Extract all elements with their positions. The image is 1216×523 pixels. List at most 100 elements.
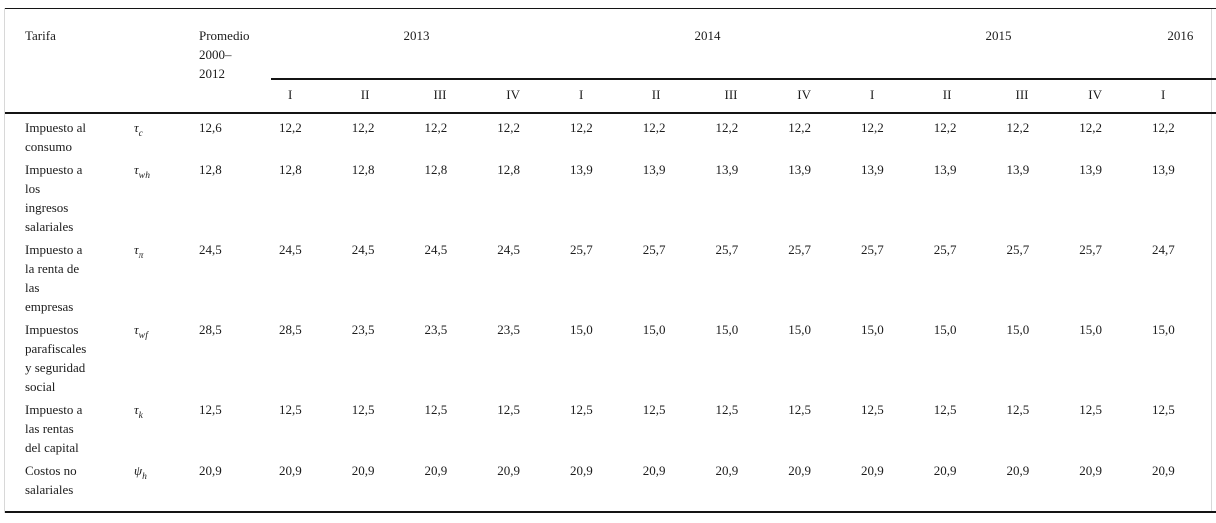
- quarter-header-2015-III: III: [998, 78, 1072, 114]
- quarter-value: 13,9: [1152, 161, 1175, 177]
- quarter-value: 12,5: [279, 401, 302, 417]
- quarter-value: 12,2: [279, 119, 302, 135]
- symbol-base: τ: [134, 401, 139, 417]
- promedio-value: 24,5: [199, 241, 222, 257]
- quarter-value: 20,9: [925, 456, 999, 513]
- promedio-column-header: Promedio 2000– 2012: [199, 8, 271, 114]
- quarter-value: 12,5: [1079, 401, 1102, 417]
- quarter-value: 12,5: [1006, 401, 1030, 417]
- quarter-header-2013-I: I: [271, 78, 344, 114]
- quarter-value: 13,9: [861, 161, 884, 177]
- quarter-value: 15,0: [1079, 321, 1102, 337]
- quarter-value: 23,5: [351, 321, 375, 337]
- promedio-value: 12,6: [199, 119, 222, 135]
- quarter-value: 15,0: [861, 321, 884, 337]
- quarter-value: 13,9: [1006, 161, 1030, 177]
- table-row: Costos no salariales ψh 20,9 20,9 20,9 20,9 20…: [5, 456, 1216, 513]
- quarter-value: 12,2: [497, 119, 520, 135]
- quarter-value: 15,0: [933, 321, 957, 337]
- row-symbol: τk: [111, 396, 199, 457]
- quarter-value: 12,8: [279, 161, 302, 177]
- symbol-column-header: [111, 8, 199, 114]
- table-row: Impuesto al consumo τc 12,6 12,2 12,2 12,2 12,…: [5, 113, 1216, 156]
- quarter-value: 20,9: [998, 456, 1072, 513]
- quarter-value: 12,2: [715, 119, 739, 135]
- quarter-value: 25,7: [1006, 241, 1030, 257]
- table-body: Impuesto al consumo τc 12,6 12,2 12,2 12,2 12,…: [5, 113, 1216, 513]
- quarter-value: 12,2: [1006, 119, 1030, 135]
- quarter-value: 25,7: [933, 241, 957, 257]
- quarter-value: 12,5: [1152, 401, 1175, 417]
- symbol-subscript: π: [138, 250, 144, 261]
- quarter-value: 12,2: [1079, 119, 1102, 135]
- quarter-value: 12,5: [788, 401, 811, 417]
- quarter-value: 13,9: [933, 161, 957, 177]
- row-symbol: τwh: [111, 156, 199, 236]
- quarter-value: 20,9: [1071, 456, 1144, 513]
- quarter-value: 12,2: [570, 119, 593, 135]
- quarter-value: 20,9: [853, 456, 926, 513]
- symbol-subscript: wf: [138, 330, 149, 341]
- year-group-header-2014: 2014: [562, 8, 853, 80]
- quarter-header-2014-IV: IV: [780, 78, 853, 114]
- quarter-value: 20,9: [634, 456, 708, 513]
- quarter-value: 20,9: [271, 456, 344, 513]
- year-header-row: Tarifa Promedio 2000– 2012 2013 2014 2015 2…: [5, 8, 1216, 114]
- table-row: Impuesto a la renta de las empresas τπ 24,…: [5, 236, 1216, 316]
- quarter-value: 13,9: [570, 161, 593, 177]
- quarter-value: 12,5: [424, 401, 448, 417]
- quarter-value: 12,5: [570, 401, 593, 417]
- table-row: Impuesto a las rentas del capital τk 12,5 1…: [5, 396, 1216, 457]
- quarter-value: 20,9: [343, 456, 417, 513]
- quarter-value: 12,2: [351, 119, 375, 135]
- quarter-header-2016-I: I: [1144, 78, 1216, 114]
- quarter-value: 25,7: [788, 241, 811, 257]
- row-label: Impuestos parafiscales y seguridad socia…: [25, 321, 87, 394]
- quarter-header-2014-I: I: [562, 78, 635, 114]
- table-row: Impuestos parafiscales y seguridad socia…: [5, 316, 1216, 396]
- quarter-value: 20,9: [780, 456, 853, 513]
- quarter-header-row: I II III IV I II III IV I II III IV I: [5, 78, 1216, 114]
- quarter-value: 20,9: [489, 456, 562, 513]
- quarter-value: 12,5: [861, 401, 884, 417]
- quarter-value: 12,2: [861, 119, 884, 135]
- quarter-value: 12,2: [642, 119, 666, 135]
- quarter-header-2013-II: II: [343, 78, 417, 114]
- quarter-value: 12,5: [933, 401, 957, 417]
- quarter-value: 12,2: [933, 119, 957, 135]
- promedio-value: 12,8: [199, 161, 222, 177]
- year-group-header-2013: 2013: [271, 8, 562, 80]
- quarter-value: 23,5: [424, 321, 448, 337]
- quarter-value: 13,9: [788, 161, 811, 177]
- row-label: Costos no salariales: [5, 456, 111, 513]
- quarter-value: 25,7: [1079, 241, 1102, 257]
- quarter-value: 20,9: [416, 456, 490, 513]
- tarifa-column-header: Tarifa: [5, 8, 111, 114]
- quarter-value: 20,9: [1144, 456, 1216, 513]
- quarter-value: 12,8: [424, 161, 448, 177]
- quarter-header-2015-I: I: [853, 78, 926, 114]
- symbol-base: τ: [134, 161, 139, 177]
- quarter-value: 12,5: [642, 401, 666, 417]
- row-label: Impuesto a los ingresos salariales: [25, 161, 83, 234]
- quarter-value: 13,9: [642, 161, 666, 177]
- symbol-base: ψ: [134, 462, 143, 478]
- row-label: Impuesto al consumo: [25, 119, 87, 154]
- quarter-value: 12,8: [351, 161, 375, 177]
- quarter-value: 24,5: [497, 241, 520, 257]
- row-symbol: τwf: [111, 316, 199, 396]
- quarter-value: 24,5: [424, 241, 448, 257]
- symbol-base: τ: [134, 321, 139, 337]
- quarter-value: 13,9: [715, 161, 739, 177]
- quarter-value: 23,5: [497, 321, 520, 337]
- quarter-value: 15,0: [1152, 321, 1175, 337]
- quarter-value: 15,0: [715, 321, 739, 337]
- quarter-value: 12,2: [424, 119, 448, 135]
- row-symbol: τc: [111, 113, 199, 156]
- symbol-subscript: h: [142, 471, 148, 482]
- quarter-value: 12,2: [788, 119, 811, 135]
- table-row: Impuesto a los ingresos salariales τwh 12,…: [5, 156, 1216, 236]
- quarter-value: 25,7: [861, 241, 884, 257]
- quarter-header-2013-IV: IV: [489, 78, 562, 114]
- table-header: Tarifa Promedio 2000– 2012 2013 2014 2015 2…: [5, 8, 1216, 114]
